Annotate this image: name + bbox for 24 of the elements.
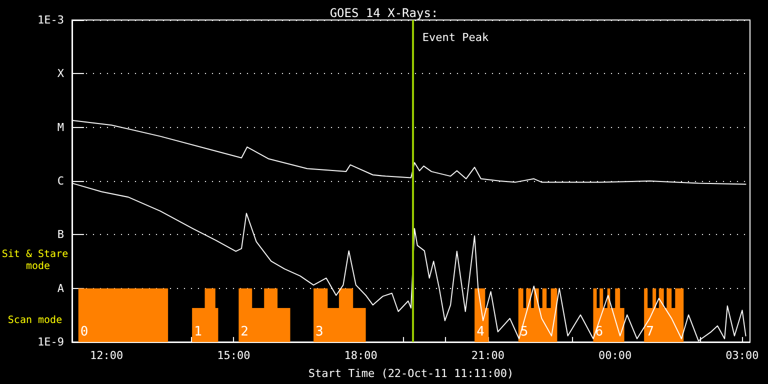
chart-title: GOES 14 X-Rays: — [330, 6, 438, 20]
x-tick-label: 21:00 — [471, 349, 505, 362]
text: Scan mode — [8, 314, 62, 326]
x-tick-label: 18:00 — [344, 349, 378, 362]
ref-line-label: Event Peak — [422, 31, 490, 44]
y-tick-label: 1E-3 — [38, 14, 64, 26]
annotation: 0 — [80, 324, 88, 340]
x-axis-title: Start Time (22-Oct-11 11:11:00) — [308, 367, 514, 380]
y-tick-label: B — [57, 228, 64, 242]
annotation: 4 — [476, 324, 485, 340]
annotation: 2 — [240, 324, 249, 340]
text: Sit & Stare mode — [2, 249, 68, 272]
y-tick-label: A — [57, 282, 64, 295]
x-tick-label: 00:00 — [598, 349, 632, 362]
annotation: 3 — [316, 324, 324, 340]
y-tick-label: C — [57, 174, 64, 188]
x-tick-label: 03:00 — [726, 349, 759, 362]
annotation: 1 — [194, 324, 202, 340]
annotation: 7 — [646, 324, 654, 340]
x-tick-label: 15:00 — [217, 349, 250, 362]
y-tick-label: 1E-9 — [38, 336, 64, 348]
y-tick-label: X — [57, 67, 64, 80]
x-tick-label: 12:00 — [90, 349, 124, 362]
y-tick-label: M — [57, 120, 64, 134]
